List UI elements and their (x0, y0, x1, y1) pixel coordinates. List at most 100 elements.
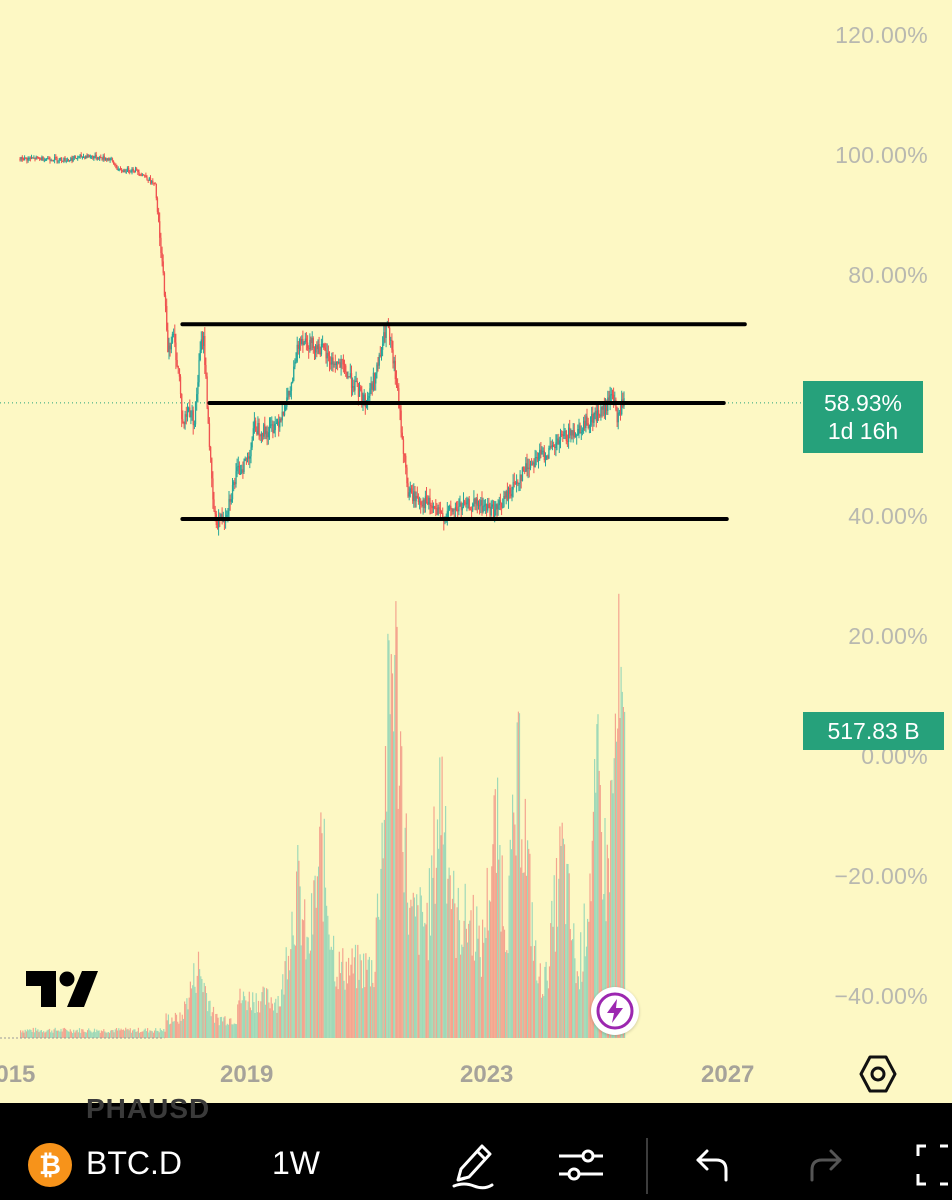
candle-body (183, 423, 185, 425)
candle-body (360, 386, 362, 391)
indicators-icon[interactable] (556, 1140, 606, 1190)
candle-body (513, 482, 515, 484)
candle-body (424, 496, 427, 509)
candle-body (308, 348, 310, 350)
candle-body (378, 354, 380, 366)
candle-body (61, 157, 63, 161)
candle-body (94, 154, 96, 158)
candle-body (250, 447, 252, 457)
candle-body (139, 174, 141, 176)
volume-bar (479, 957, 481, 1038)
chart-area[interactable]: 120.00% 100.00% 80.00% 40.00% 20.00% 0.0… (0, 0, 952, 1103)
volume-bar (199, 969, 201, 1038)
volume-bar (576, 971, 578, 1038)
volume-bar (129, 1028, 131, 1038)
volume-bar (61, 1031, 63, 1038)
volume-bar (314, 875, 316, 1038)
volume-bar (81, 1029, 83, 1038)
bar-countdown: 1d 16h (827, 418, 899, 444)
candle-body (294, 362, 296, 367)
candle-body (92, 156, 94, 159)
candle-body (107, 158, 109, 161)
redo-icon[interactable] (806, 1140, 846, 1190)
volume-bar (458, 920, 461, 1038)
candle-body (85, 156, 87, 159)
symbol-selector[interactable]: BTC.D (86, 1145, 182, 1181)
candle-body (128, 167, 130, 172)
candle-body (268, 425, 271, 433)
y-tick-100: 100.00% (835, 142, 928, 168)
volume-bar (75, 1030, 77, 1038)
volume-bar (36, 1030, 38, 1038)
candle-body (253, 420, 256, 429)
volume-bar (561, 822, 563, 1038)
candle-body (25, 157, 27, 159)
volume-bar (454, 903, 456, 1038)
volume-bar (44, 1032, 46, 1038)
candle-body (423, 499, 425, 509)
volume-bar (110, 1030, 112, 1038)
candle-body (469, 509, 472, 511)
candle-body (102, 156, 104, 160)
candle-body (242, 469, 244, 473)
volume-bar (338, 951, 340, 1038)
candle-body (155, 183, 157, 199)
candle-body (461, 507, 463, 511)
candle-body (452, 509, 454, 512)
fullscreen-icon[interactable] (912, 1140, 952, 1190)
volume-bar (144, 1028, 146, 1038)
volume-bar (518, 713, 521, 1038)
candle-body (152, 181, 154, 184)
candle-body (531, 464, 533, 466)
candle-body (518, 482, 520, 484)
volume-bar (455, 958, 457, 1038)
volume-bar (211, 1012, 213, 1038)
volume-bar (20, 1030, 22, 1038)
volume-bar (442, 844, 444, 1038)
volume-bar (177, 1021, 179, 1038)
volume-bar (453, 870, 455, 1038)
pencil-icon[interactable] (450, 1140, 494, 1190)
volume-bar (597, 714, 599, 1038)
candle-body (143, 174, 145, 176)
volume-bar (515, 855, 517, 1038)
candle-body (123, 169, 125, 172)
volume-bar (85, 1032, 87, 1038)
candle-body (96, 157, 99, 159)
candle-body (486, 504, 488, 511)
volume-bar (106, 1032, 108, 1038)
candle-body (271, 424, 273, 426)
volume-bar (108, 1032, 111, 1038)
candle-body (282, 411, 284, 416)
volume-bar (565, 924, 567, 1038)
lightning-icon[interactable] (591, 987, 639, 1035)
volume-bar (21, 1032, 23, 1038)
chart-settings-icon[interactable] (858, 1054, 898, 1094)
volume-bar (375, 917, 377, 1038)
candle-body (331, 357, 333, 365)
volume-bar (405, 813, 407, 1038)
volume-bar (301, 919, 303, 1038)
last-price-label: 58.93% 1d 16h (803, 381, 923, 453)
candle-body (218, 518, 220, 528)
volume-bar (615, 741, 618, 1038)
candle-body (288, 390, 290, 396)
candle-body (579, 425, 581, 434)
bitcoin-icon[interactable]: ₿ (28, 1143, 72, 1187)
candle-body (261, 433, 264, 437)
candle-body (464, 501, 466, 503)
volume-bar (371, 960, 373, 1038)
undo-icon[interactable] (692, 1140, 732, 1190)
candle-body (358, 386, 361, 397)
candle-body (133, 170, 135, 172)
candle-body (335, 362, 338, 366)
price-chart[interactable] (0, 0, 952, 1103)
candle-body (559, 434, 562, 441)
candle-body (368, 396, 370, 399)
candle-body (160, 237, 162, 253)
interval-selector[interactable]: 1W (272, 1145, 320, 1181)
volume-bar (480, 976, 482, 1038)
volume-bar (311, 893, 313, 1038)
candle-body (136, 168, 138, 170)
volume-bar (464, 883, 466, 1038)
